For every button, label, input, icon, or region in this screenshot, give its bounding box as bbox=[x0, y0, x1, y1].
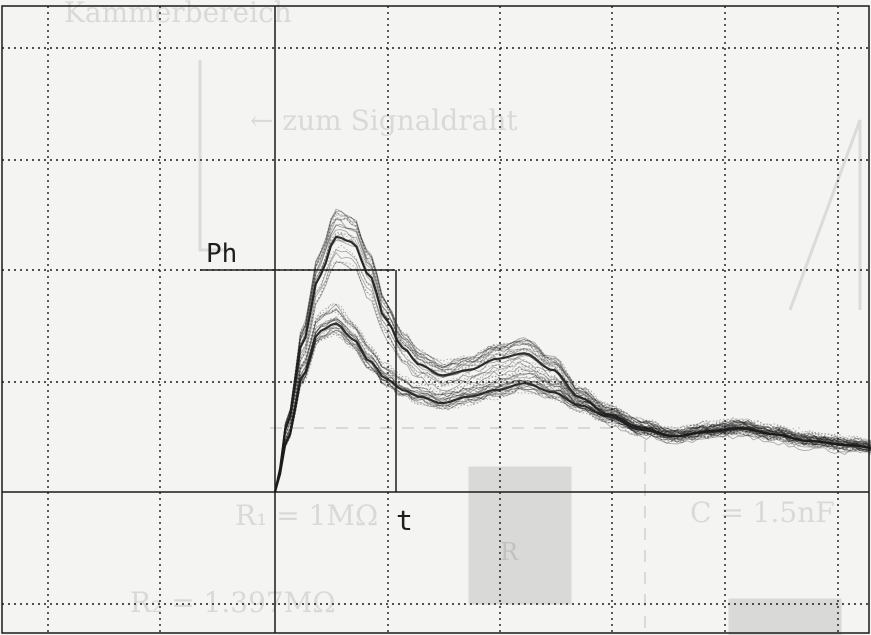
sweep-trace bbox=[274, 329, 871, 493]
sweep-trace bbox=[274, 329, 871, 493]
graticule-border bbox=[1, 5, 870, 634]
sweep-trace bbox=[274, 303, 871, 493]
sweep-trace bbox=[274, 251, 871, 493]
ghost-ramp bbox=[788, 119, 862, 311]
ghost-text-chamber: Kammerbereich bbox=[64, 0, 292, 29]
sweep-trace bbox=[274, 309, 871, 493]
sweep-trace bbox=[274, 211, 871, 493]
ghost-text-capacitance: C = 1.5nF bbox=[690, 496, 835, 529]
sweep-trace bbox=[274, 212, 871, 493]
ghost-text-signal-wire: ← zum Signaldraht bbox=[250, 104, 518, 137]
sweep-trace bbox=[274, 210, 871, 493]
sweep-trace bbox=[274, 224, 871, 493]
peak-height-label: Ph bbox=[206, 239, 237, 269]
trace-bundle-2 bbox=[273, 303, 871, 493]
ghost-small-box bbox=[728, 598, 842, 635]
sweep-trace bbox=[274, 217, 871, 493]
ghost-text-r1: R₁ = 1MΩ bbox=[235, 499, 378, 532]
sweep-trace bbox=[274, 260, 871, 493]
mean-trace bbox=[273, 322, 871, 493]
sweep-trace bbox=[274, 244, 871, 493]
signal-traces bbox=[273, 208, 871, 493]
sweep-trace bbox=[274, 208, 871, 493]
ghost-text-r2: R₂ = 1.397MΩ bbox=[130, 586, 336, 619]
sweep-trace bbox=[274, 233, 871, 493]
sweep-trace bbox=[274, 333, 871, 493]
sweep-trace bbox=[274, 307, 871, 493]
ghost-resistor-box bbox=[468, 466, 572, 605]
measurement-markers: Ph t bbox=[200, 239, 413, 537]
sweep-trace bbox=[274, 309, 871, 493]
ghost-bracket bbox=[198, 60, 230, 252]
sweep-trace bbox=[274, 216, 871, 493]
sweep-trace bbox=[274, 318, 871, 493]
sweep-trace bbox=[274, 331, 871, 493]
bleed-through-text: Kammerbereich ← zum Signaldraht C = 1.5n… bbox=[64, 0, 862, 635]
graticule-grid bbox=[1, 5, 870, 634]
sweep-trace bbox=[274, 218, 871, 493]
time-label: t bbox=[396, 504, 413, 537]
sweep-trace bbox=[274, 224, 871, 493]
sweep-trace bbox=[274, 303, 871, 493]
sweep-trace bbox=[274, 249, 871, 493]
sweep-trace bbox=[274, 326, 871, 493]
trace-bundle-1 bbox=[273, 208, 871, 493]
sweep-trace bbox=[274, 261, 871, 493]
ghost-text-r-symbol: R bbox=[500, 538, 519, 566]
